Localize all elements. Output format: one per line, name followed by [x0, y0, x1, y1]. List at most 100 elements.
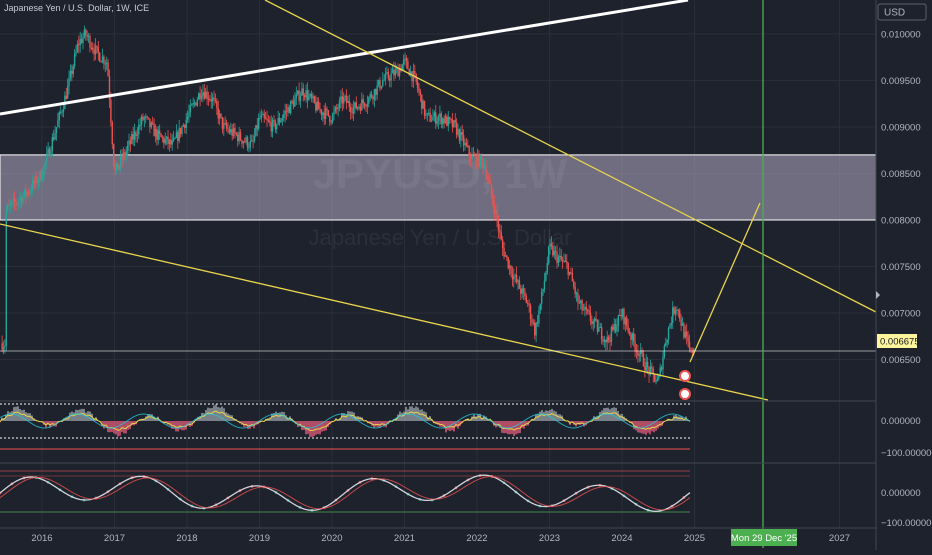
candle-body [630, 334, 632, 340]
candle-body [234, 127, 236, 134]
candle-body [426, 113, 429, 115]
candle-body [16, 202, 19, 204]
candle-body [228, 129, 231, 133]
candle-body [121, 156, 123, 160]
candle-body [317, 101, 320, 110]
candle-body [419, 91, 422, 95]
candle-body [213, 97, 215, 100]
candle-body [40, 171, 42, 181]
marker-icon[interactable] [679, 388, 691, 400]
candle-body [648, 367, 650, 375]
candle-body [653, 374, 656, 382]
candle-body [606, 336, 608, 343]
candle-body [185, 119, 187, 128]
candle-body [195, 102, 197, 106]
candle-body [662, 356, 664, 370]
candle-body [338, 100, 341, 109]
candle-body [1, 343, 3, 350]
candle-body [54, 133, 56, 140]
candle-body [416, 81, 419, 89]
candle-body [556, 252, 558, 264]
candle-body [553, 250, 555, 256]
candle-body [506, 255, 508, 258]
candle-body [112, 144, 115, 165]
candle-body [623, 309, 625, 325]
candle-body [451, 119, 454, 127]
candle-body [47, 148, 49, 154]
candle-body [92, 47, 94, 50]
x-tick-label: 2019 [249, 533, 270, 544]
candle-body [83, 29, 86, 38]
marker-icon[interactable] [679, 370, 691, 382]
currency-button[interactable] [877, 3, 927, 21]
candle-body [75, 51, 77, 54]
candle-body [598, 327, 600, 332]
candle-body [119, 156, 122, 166]
candle-body [584, 306, 586, 310]
candle-body [358, 106, 360, 108]
candle-body [25, 189, 27, 196]
candle-body [221, 116, 224, 129]
candle-body [596, 320, 599, 332]
price-axis-ticks: 0.010000 0.009500 0.009000 0.008500 0.008000… [881, 30, 921, 367]
candle-body [34, 176, 37, 184]
candle-body [389, 78, 391, 81]
candle-body [105, 62, 108, 64]
candle-body [571, 273, 574, 282]
upper-yellow-trendline[interactable] [264, 0, 877, 313]
candle-body [153, 123, 155, 137]
candle-body [170, 139, 172, 145]
candle-body [132, 134, 134, 140]
candle-body [135, 131, 137, 137]
candle-body [457, 129, 459, 135]
candle-body [492, 194, 494, 204]
candle-body [528, 303, 530, 306]
candle-body [253, 135, 256, 141]
candle-body [423, 100, 426, 116]
candle-body [32, 180, 34, 191]
white-trendline[interactable] [0, 0, 689, 116]
candle-body [428, 112, 430, 114]
candle-body [446, 116, 448, 126]
x-tick-label: 2023 [539, 533, 560, 544]
projection-line[interactable] [689, 202, 761, 363]
candle-body [638, 354, 640, 356]
candle-body [500, 232, 502, 240]
price-axis[interactable] [876, 0, 932, 550]
lower-yellow-trendline[interactable] [0, 223, 769, 401]
candle-body [29, 191, 31, 194]
event-markers [679, 370, 691, 400]
candle-body [273, 119, 275, 122]
candle-body [336, 107, 338, 109]
candle-body [15, 202, 17, 204]
candle-body [610, 326, 613, 342]
candle-body [94, 45, 97, 55]
candle-body [51, 137, 54, 152]
candle-body [163, 137, 165, 144]
candle-body [53, 137, 55, 140]
candle-body [568, 271, 571, 275]
candle-body [655, 381, 657, 383]
candle-body [11, 201, 13, 205]
candle-body [422, 100, 424, 109]
pane1-zero-label: 0.000000 [881, 416, 921, 427]
candle-body [469, 155, 472, 160]
candle-body [263, 113, 265, 118]
candle-body [129, 140, 132, 144]
candle-body [401, 64, 403, 72]
candle-body [218, 113, 221, 119]
candle-body [192, 102, 194, 105]
candle-body [281, 117, 284, 121]
candle-body [578, 302, 581, 304]
candle-body [297, 90, 299, 95]
candle-body [305, 90, 307, 98]
candle-body [454, 120, 456, 123]
candle-body [545, 272, 547, 281]
price-zone-box [0, 154, 877, 221]
candle-body [8, 204, 10, 206]
candle-body [333, 111, 335, 115]
candle-body [138, 125, 140, 135]
candle-body [361, 99, 363, 111]
candle-body [593, 318, 596, 322]
